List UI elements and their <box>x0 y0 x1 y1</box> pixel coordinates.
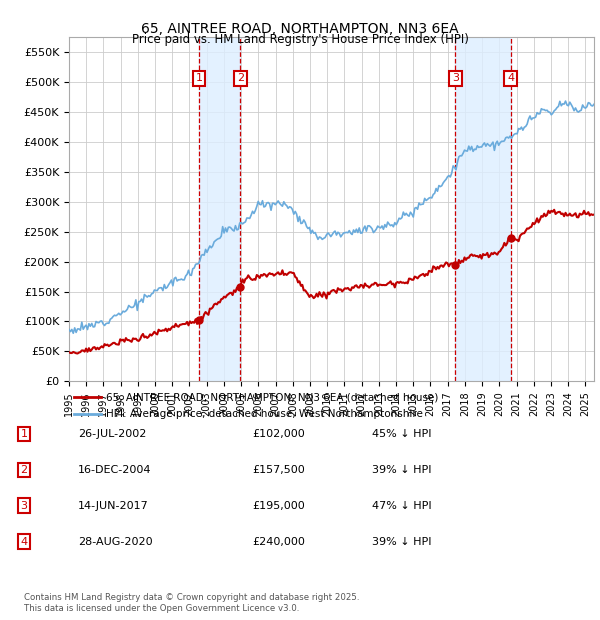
Bar <box>199 37 241 381</box>
Text: HPI: Average price, detached house, West Northamptonshire: HPI: Average price, detached house, West… <box>106 409 422 419</box>
Text: 3: 3 <box>452 74 459 84</box>
Text: £240,000: £240,000 <box>252 537 305 547</box>
Text: 1: 1 <box>196 74 203 84</box>
Text: 65, AINTREE ROAD, NORTHAMPTON, NN3 6EA (detached house): 65, AINTREE ROAD, NORTHAMPTON, NN3 6EA (… <box>106 392 438 402</box>
Bar <box>455 37 511 381</box>
Text: 39% ↓ HPI: 39% ↓ HPI <box>372 465 431 475</box>
Text: 14-JUN-2017: 14-JUN-2017 <box>78 501 149 511</box>
Text: 39% ↓ HPI: 39% ↓ HPI <box>372 537 431 547</box>
Text: £157,500: £157,500 <box>252 465 305 475</box>
Text: 65, AINTREE ROAD, NORTHAMPTON, NN3 6EA: 65, AINTREE ROAD, NORTHAMPTON, NN3 6EA <box>141 22 459 36</box>
Text: 28-AUG-2020: 28-AUG-2020 <box>78 537 152 547</box>
Text: 45% ↓ HPI: 45% ↓ HPI <box>372 429 431 439</box>
Text: 1: 1 <box>20 429 28 439</box>
Text: 26-JUL-2002: 26-JUL-2002 <box>78 429 146 439</box>
Text: 16-DEC-2004: 16-DEC-2004 <box>78 465 151 475</box>
Text: 4: 4 <box>20 537 28 547</box>
Text: 2: 2 <box>237 74 244 84</box>
Text: 4: 4 <box>507 74 514 84</box>
Text: Price paid vs. HM Land Registry's House Price Index (HPI): Price paid vs. HM Land Registry's House … <box>131 33 469 46</box>
Text: Contains HM Land Registry data © Crown copyright and database right 2025.
This d: Contains HM Land Registry data © Crown c… <box>24 593 359 613</box>
Text: 2: 2 <box>20 465 28 475</box>
Text: 3: 3 <box>20 501 28 511</box>
Text: 47% ↓ HPI: 47% ↓ HPI <box>372 501 431 511</box>
Text: £195,000: £195,000 <box>252 501 305 511</box>
Text: £102,000: £102,000 <box>252 429 305 439</box>
